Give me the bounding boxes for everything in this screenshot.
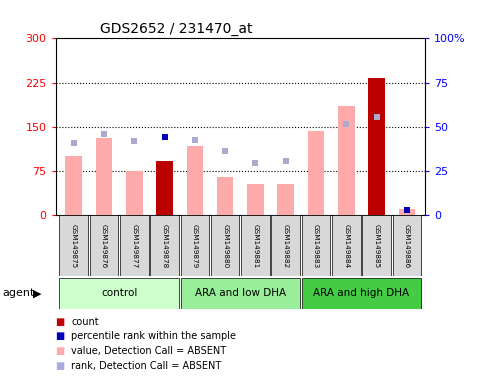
Bar bbox=[126, 171, 142, 215]
Bar bbox=[271, 215, 300, 276]
Bar bbox=[241, 215, 270, 276]
Text: GSM149882: GSM149882 bbox=[283, 223, 289, 268]
Text: GSM149879: GSM149879 bbox=[192, 223, 198, 268]
Text: ■: ■ bbox=[56, 346, 65, 356]
Bar bbox=[338, 106, 355, 215]
Bar bbox=[96, 139, 113, 215]
Bar bbox=[302, 278, 421, 309]
Bar bbox=[59, 278, 179, 309]
Bar bbox=[120, 215, 149, 276]
Text: percentile rank within the sample: percentile rank within the sample bbox=[71, 331, 237, 341]
Text: GSM149880: GSM149880 bbox=[222, 223, 228, 268]
Bar bbox=[247, 184, 264, 215]
Bar bbox=[59, 215, 88, 276]
Text: ▶: ▶ bbox=[33, 288, 42, 298]
Text: agent: agent bbox=[2, 288, 35, 298]
Bar bbox=[398, 209, 415, 215]
Bar bbox=[90, 215, 118, 276]
Text: ARA and high DHA: ARA and high DHA bbox=[313, 288, 410, 298]
Bar bbox=[217, 177, 233, 215]
Text: GSM149885: GSM149885 bbox=[373, 223, 380, 268]
Text: GSM149877: GSM149877 bbox=[131, 223, 137, 268]
Text: GSM149878: GSM149878 bbox=[162, 223, 168, 268]
Text: ■: ■ bbox=[56, 331, 65, 341]
Bar bbox=[150, 215, 179, 276]
Bar bbox=[181, 215, 209, 276]
Text: GSM149881: GSM149881 bbox=[253, 223, 258, 268]
Bar bbox=[302, 215, 330, 276]
Bar bbox=[211, 215, 240, 276]
Text: GSM149875: GSM149875 bbox=[71, 223, 77, 268]
Bar bbox=[277, 184, 294, 215]
Text: GSM149886: GSM149886 bbox=[404, 223, 410, 268]
Bar bbox=[332, 215, 360, 276]
Bar bbox=[308, 131, 325, 215]
Text: ARA and low DHA: ARA and low DHA bbox=[195, 288, 286, 298]
Bar bbox=[156, 161, 173, 215]
Bar bbox=[181, 278, 300, 309]
Text: value, Detection Call = ABSENT: value, Detection Call = ABSENT bbox=[71, 346, 227, 356]
Text: count: count bbox=[71, 317, 99, 327]
Text: GSM149884: GSM149884 bbox=[343, 223, 349, 268]
Bar bbox=[65, 156, 82, 215]
Text: ■: ■ bbox=[56, 361, 65, 371]
Text: GDS2652 / 231470_at: GDS2652 / 231470_at bbox=[100, 22, 253, 36]
Text: GSM149883: GSM149883 bbox=[313, 223, 319, 268]
Text: control: control bbox=[101, 288, 137, 298]
Text: GSM149876: GSM149876 bbox=[101, 223, 107, 268]
Text: rank, Detection Call = ABSENT: rank, Detection Call = ABSENT bbox=[71, 361, 222, 371]
Text: ■: ■ bbox=[56, 317, 65, 327]
Bar bbox=[362, 215, 391, 276]
Bar bbox=[393, 215, 421, 276]
Bar bbox=[186, 146, 203, 215]
Bar bbox=[368, 78, 385, 215]
